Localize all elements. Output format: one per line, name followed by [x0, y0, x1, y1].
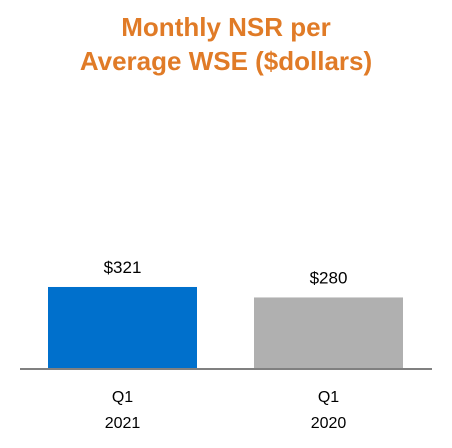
- category-label-1-line-0: Q1: [318, 389, 339, 406]
- bar-1: [254, 297, 403, 369]
- data-label-1: $280: [310, 268, 348, 287]
- chart-title: Monthly NSR per Average WSE ($dollars): [0, 10, 452, 78]
- category-label-1-line-1: 2020: [311, 415, 347, 432]
- data-label-0: $321: [104, 258, 142, 277]
- chart-title-line-1: Monthly NSR per: [121, 12, 331, 42]
- category-label-0-line-0: Q1: [112, 389, 133, 406]
- bar-0: [48, 286, 197, 369]
- chart-title-line-2: Average WSE ($dollars): [79, 46, 373, 76]
- category-label-0-line-1: 2021: [105, 415, 141, 432]
